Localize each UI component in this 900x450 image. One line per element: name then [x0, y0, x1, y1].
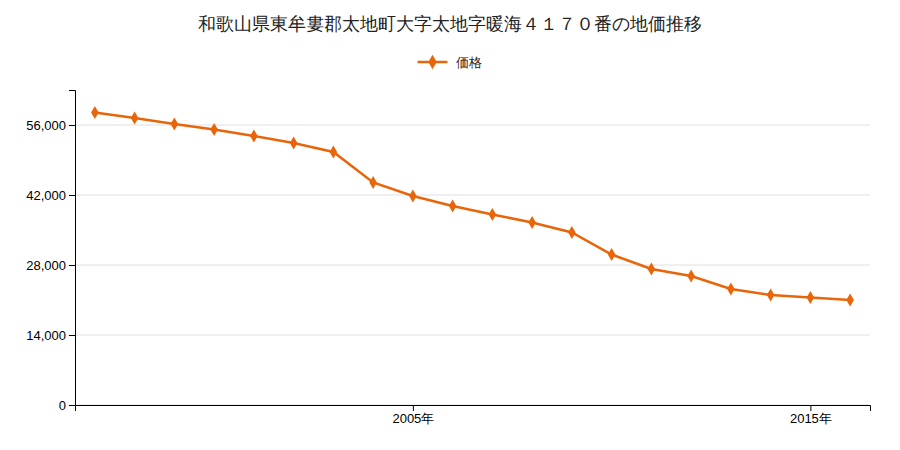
x-tick: 2005年 — [392, 405, 434, 426]
x-tick-label: 2005年 — [392, 411, 434, 426]
y-tick-label: 14,000 — [26, 328, 66, 343]
y-tick-mark — [69, 335, 75, 336]
series-marker — [330, 145, 338, 158]
x-tick-mark — [810, 405, 811, 411]
grid-line — [75, 195, 870, 196]
x-tick-mark — [413, 405, 414, 411]
legend: 価格 — [418, 55, 482, 70]
y-tick: 42,000 — [26, 188, 75, 203]
y-tick: 56,000 — [26, 118, 75, 133]
x-tick-label: 2015年 — [790, 411, 832, 426]
y-tick-mark — [69, 265, 75, 266]
y-axis: 0 14,000 28,000 42,000 56,000 — [26, 91, 75, 413]
series-marker — [687, 269, 695, 282]
series-marker — [131, 111, 139, 124]
legend-item: 価格 — [418, 55, 482, 70]
legend-label: 価格 — [456, 55, 482, 70]
series-marker — [250, 129, 258, 142]
series-marker — [449, 199, 457, 212]
series-marker — [409, 189, 417, 202]
y-tick-label: 28,000 — [26, 258, 66, 273]
y-tick: 14,000 — [26, 328, 75, 343]
series-marker — [648, 262, 656, 275]
series-marker — [369, 176, 377, 189]
y-tick-label: 56,000 — [26, 118, 66, 133]
series-marker — [171, 117, 179, 130]
y-tick: 0 — [59, 398, 75, 413]
plot-area: 2005年 2015年 0 14,000 28,000 42,000 56,000 — [26, 91, 870, 427]
series-marker — [568, 226, 576, 239]
series-marker — [489, 208, 497, 221]
series-marker — [727, 282, 735, 295]
x-axis-line — [76, 406, 871, 412]
series-marker — [846, 293, 854, 306]
series-marker — [528, 216, 536, 229]
series-marker — [91, 106, 99, 119]
y-tick-label: 42,000 — [26, 188, 66, 203]
series-marker — [608, 248, 616, 261]
y-tick-label: 0 — [59, 398, 66, 413]
grid — [75, 125, 870, 405]
y-tick-mark — [69, 125, 75, 126]
grid-line — [75, 265, 870, 266]
legend-marker — [428, 55, 436, 69]
y-tick: 28,000 — [26, 258, 75, 273]
x-axis: 2005年 2015年 — [76, 405, 871, 426]
x-tick: 2015年 — [790, 405, 832, 426]
series-marker — [767, 288, 775, 301]
series-line — [95, 113, 850, 301]
series-marker — [210, 123, 218, 136]
series-group — [91, 106, 854, 307]
series-marker — [290, 136, 298, 149]
grid-line — [75, 335, 870, 336]
grid-line — [75, 125, 870, 126]
y-tick-mark — [69, 195, 75, 196]
y-axis-line — [69, 91, 76, 406]
y-tick-mark — [69, 405, 75, 406]
series-marker — [807, 291, 815, 304]
chart: 2005年 2015年 0 14,000 28,000 42,000 56,000 和歌山県東… — [0, 0, 900, 450]
title: 和歌山県東牟婁郡太地町大字太地字暖海４１７０番の地価推移 — [198, 13, 702, 34]
